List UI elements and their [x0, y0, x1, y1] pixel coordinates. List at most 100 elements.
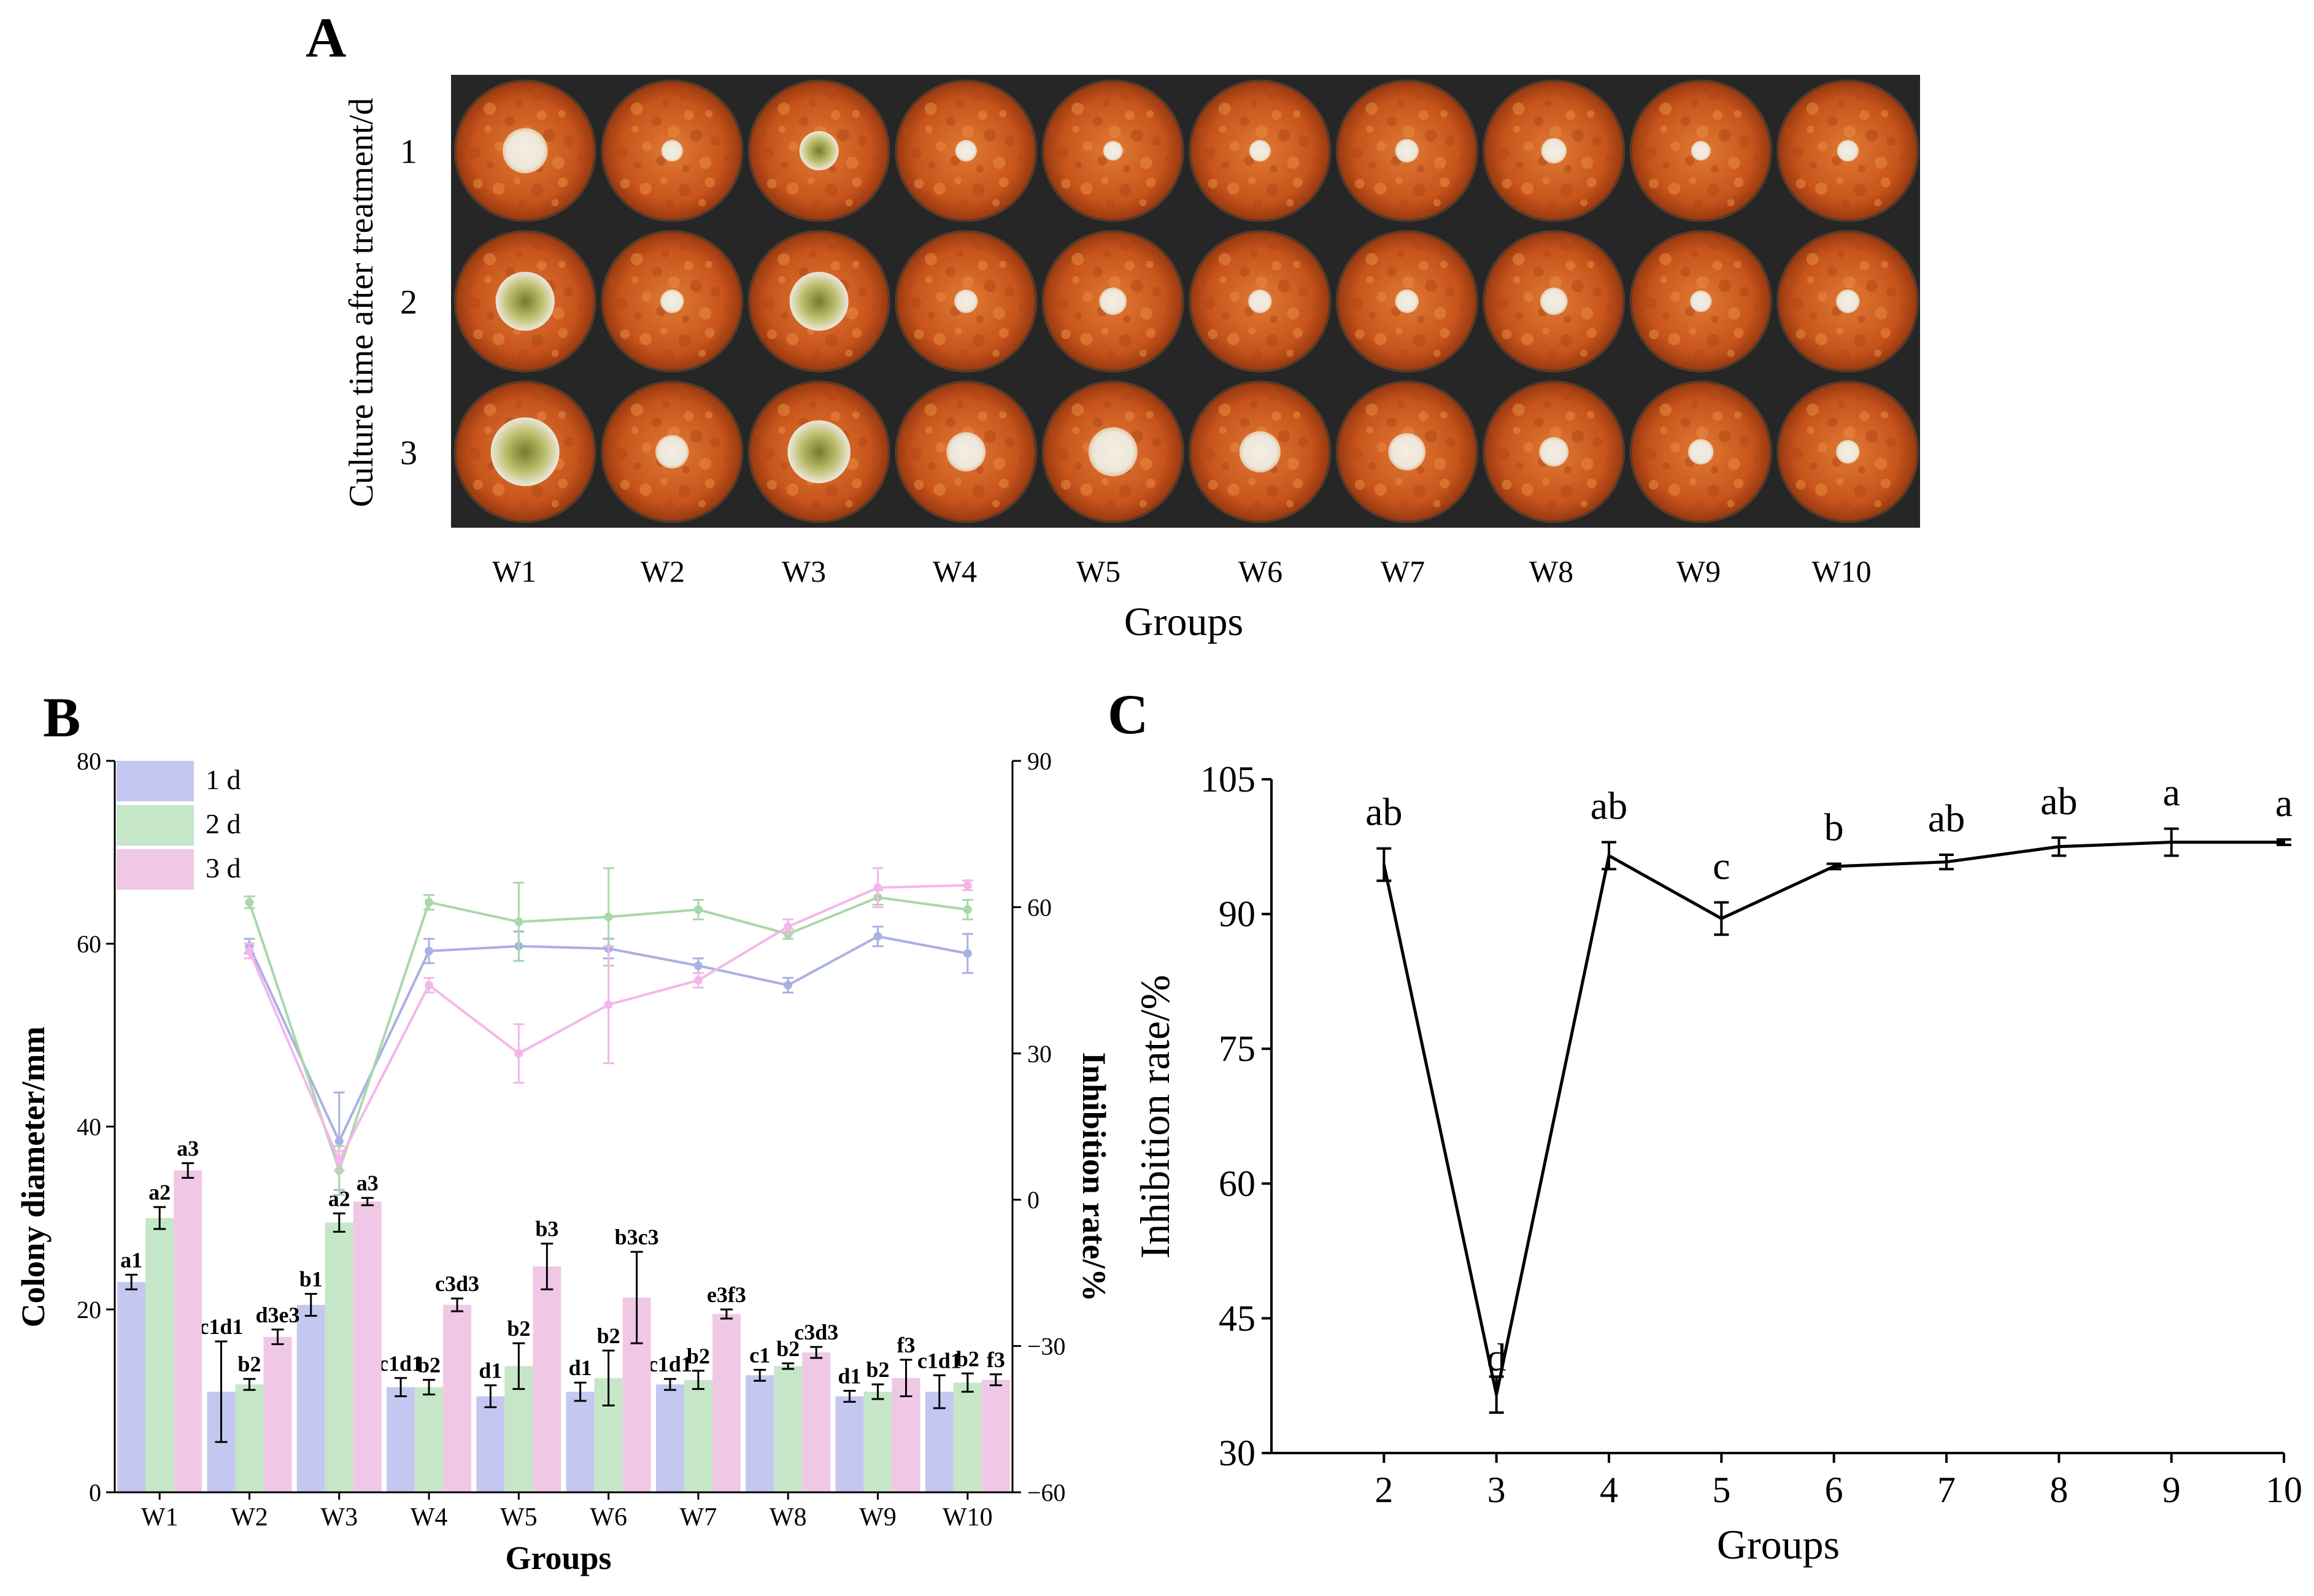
medium-speckle: [998, 478, 1009, 488]
medium-speckle: [1502, 179, 1512, 189]
line-layer-c: ab d ab c b ab ab a a: [1365, 771, 2293, 1414]
medium-speckle: [487, 312, 495, 320]
bar-label: b3c3: [615, 1225, 659, 1249]
medium-speckle: [1727, 156, 1740, 169]
medium-speckle: [1366, 125, 1374, 133]
medium-speckle: [825, 334, 838, 347]
medium-speckle: [1581, 156, 1594, 169]
medium-speckle: [517, 500, 528, 511]
medium-speckle: [1727, 199, 1735, 207]
medium-speckle: [1208, 179, 1218, 189]
medium-speckle: [1271, 411, 1282, 422]
medium-speckle: [1684, 306, 1695, 317]
medium-speckle: [1689, 177, 1697, 185]
medium-speckle: [1606, 455, 1614, 463]
medium-speckle: [924, 102, 937, 115]
bar-1d-W4: [387, 1387, 415, 1492]
medium-speckle: [1546, 199, 1557, 209]
medium-speckle: [777, 403, 790, 416]
medium-speckle: [1533, 116, 1544, 126]
medium-speckle: [1203, 297, 1216, 310]
medium-speckle: [1386, 116, 1397, 126]
medium-speckle: [1817, 291, 1827, 302]
panel-a-letter: A: [306, 6, 346, 69]
medium-speckle: [993, 307, 1006, 320]
medium-speckle: [830, 110, 841, 120]
medium-speckle: [811, 350, 822, 360]
medium-speckle: [531, 485, 544, 498]
inhibition-point: [693, 905, 703, 914]
c-point-label: ab: [1591, 784, 1627, 827]
inhibition-point: [604, 912, 613, 922]
medium-speckle: [993, 156, 1006, 169]
medium-speckle: [1734, 411, 1741, 419]
bar-1d-W7: [655, 1384, 684, 1492]
medium-speckle: [1662, 312, 1670, 320]
medium-speckle: [1292, 328, 1303, 338]
medium-speckle: [699, 307, 712, 320]
c-point-label: d: [1487, 1336, 1506, 1379]
medium-speckle: [724, 304, 732, 312]
c-xtick-label: 10: [2266, 1470, 2302, 1510]
medium-speckle: [1433, 156, 1446, 169]
inhibition-line: [1382, 840, 2284, 1395]
medium-speckle: [1859, 411, 1870, 422]
medium-speckle: [1374, 333, 1387, 345]
medium-speckle: [1734, 260, 1741, 268]
colony: [1395, 139, 1419, 163]
medium-speckle: [630, 102, 643, 115]
medium-speckle: [1270, 315, 1278, 323]
medium-speckle: [999, 260, 1007, 268]
c-xtick-label: 5: [1712, 1470, 1730, 1510]
bar-1d-W3: [296, 1305, 325, 1492]
colony: [490, 417, 560, 487]
medium-speckle: [927, 161, 935, 169]
medium-speckle: [1071, 253, 1084, 266]
medium-speckle: [633, 161, 641, 169]
b-y2tick-label: −30: [1027, 1333, 1066, 1360]
medium-speckle: [999, 411, 1007, 419]
medium-speckle: [684, 110, 694, 120]
plate-grid: [453, 79, 1919, 523]
medium-speckle: [1586, 328, 1597, 338]
medium-speckle: [1343, 127, 1354, 137]
legend-label: 2 d: [206, 808, 241, 839]
medium-speckle: [972, 485, 985, 498]
medium-speckle: [1248, 477, 1256, 485]
medium-speckle: [1565, 411, 1576, 422]
medium-speckle: [558, 478, 568, 488]
medium-speckle: [909, 147, 922, 160]
medium-speckle: [984, 129, 997, 142]
medium-speckle: [1286, 199, 1294, 207]
medium-speckle: [1227, 483, 1240, 496]
medium-speckle: [909, 447, 922, 460]
medium-speckle: [1386, 266, 1397, 277]
medium-speckle: [472, 480, 483, 490]
medium-speckle: [652, 116, 662, 126]
medium-speckle: [1368, 462, 1376, 470]
medium-speckle: [1139, 499, 1147, 507]
medium-speckle: [1832, 156, 1842, 166]
medium-speckle: [1865, 129, 1878, 142]
bar-2d-W8: [774, 1366, 803, 1492]
medium-speckle: [1244, 156, 1254, 166]
bar-label: b2: [776, 1336, 800, 1361]
medium-speckle: [1586, 478, 1597, 488]
c-point-label: a: [2275, 781, 2293, 825]
medium-speckle: [1293, 110, 1301, 118]
b-xlabel: Groups: [505, 1540, 611, 1576]
medium-speckle: [1080, 182, 1093, 195]
medium-speckle: [667, 125, 680, 138]
legend-swatch-3d: [117, 849, 194, 890]
medium-speckle: [976, 466, 984, 474]
medium-speckle: [1103, 401, 1111, 409]
medium-speckle: [684, 260, 694, 271]
medium-speckle: [1424, 129, 1437, 142]
c-point-label: ab: [1928, 796, 1965, 840]
medium-speckle: [1139, 199, 1147, 207]
medium-speckle: [472, 329, 483, 339]
medium-speckle: [1886, 136, 1897, 146]
medium-speckle: [1140, 307, 1152, 320]
